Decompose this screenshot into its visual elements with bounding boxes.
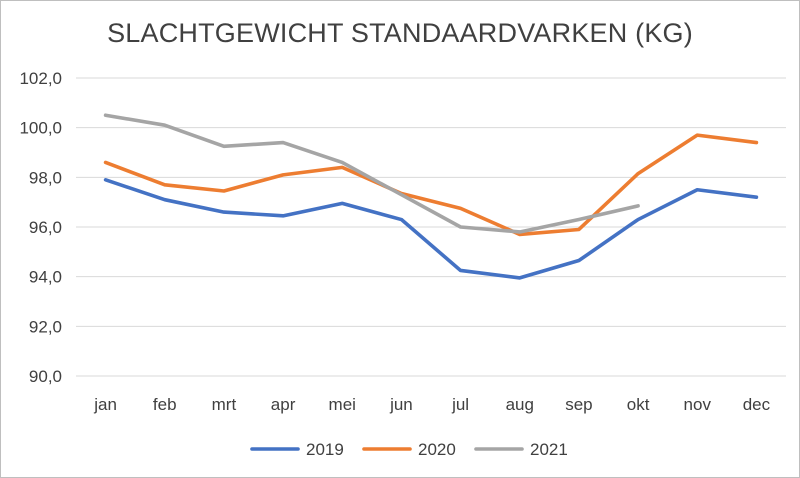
- x-tick-label: nov: [684, 395, 712, 414]
- series-line-2021: [103, 113, 640, 234]
- legend-label-2021: 2021: [530, 440, 568, 459]
- y-tick-label: 92,0: [29, 317, 62, 336]
- x-tick-label: jun: [389, 395, 413, 414]
- series-line-2020: [103, 133, 759, 237]
- x-tick-label: sep: [565, 395, 592, 414]
- x-tick-label: dec: [743, 395, 771, 414]
- y-tick-label: 100,0: [19, 119, 62, 138]
- series-line-2019: [103, 178, 759, 280]
- x-tick-label: apr: [271, 395, 296, 414]
- legend-label-2019: 2019: [306, 440, 344, 459]
- x-tick-label: mei: [329, 395, 356, 414]
- y-tick-label: 94,0: [29, 268, 62, 287]
- x-tick-label: aug: [506, 395, 534, 414]
- x-tick-label: jul: [451, 395, 469, 414]
- legend: 2019 2020 2021: [250, 440, 568, 459]
- legend-label-2020: 2020: [418, 440, 456, 459]
- x-tick-label: mrt: [212, 395, 237, 414]
- y-tick-label: 102,0: [19, 69, 62, 88]
- gridlines: [76, 77, 786, 377]
- series-lines: [103, 113, 759, 280]
- x-axis-ticks: jan feb mrt apr mei jun jul aug sep okt nov dec: [93, 395, 770, 414]
- x-tick-label: feb: [153, 395, 177, 414]
- chart-title: SLACHTGEWICHT STANDAARDVARKEN (KG): [107, 18, 693, 48]
- y-tick-label: 96,0: [29, 218, 62, 237]
- y-axis-ticks: 90,0 92,0 94,0 96,0 98,0 100,0 102,0: [19, 69, 62, 386]
- y-tick-label: 90,0: [29, 367, 62, 386]
- x-tick-label: okt: [627, 395, 650, 414]
- x-tick-label: jan: [93, 395, 117, 414]
- y-tick-label: 98,0: [29, 168, 62, 187]
